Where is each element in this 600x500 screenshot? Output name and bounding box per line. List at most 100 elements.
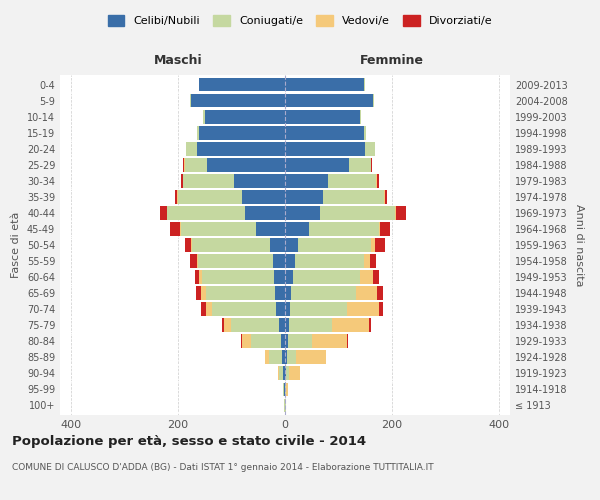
Bar (223, 318, 224, 332)
Bar (290, 302, 347, 316)
Bar (285, 318, 289, 332)
Bar (285, 190, 323, 203)
Bar (385, 190, 388, 203)
Bar (285, 174, 328, 188)
Bar (285, 222, 309, 236)
Bar (377, 286, 383, 300)
Bar (199, 270, 202, 284)
Bar (349, 158, 371, 172)
Bar (196, 286, 202, 300)
Bar (190, 254, 197, 268)
Bar (203, 110, 205, 124)
Bar (347, 302, 379, 316)
Bar (275, 286, 285, 300)
Bar (281, 334, 285, 348)
Bar (285, 78, 364, 92)
Bar (395, 206, 396, 220)
Bar (365, 142, 375, 156)
Bar (379, 222, 380, 236)
Bar (287, 350, 296, 364)
Bar (278, 318, 285, 332)
Bar (232, 318, 278, 332)
Bar (170, 222, 180, 236)
Bar (181, 222, 256, 236)
Bar (205, 110, 285, 124)
Bar (197, 126, 199, 140)
Bar (285, 382, 286, 396)
Bar (285, 206, 320, 220)
Bar (256, 222, 285, 236)
Bar (198, 254, 273, 268)
Bar (183, 174, 234, 188)
Bar (371, 238, 375, 252)
Bar (242, 334, 251, 348)
Bar (364, 254, 370, 268)
Bar (295, 254, 364, 268)
Bar (293, 270, 360, 284)
Bar (212, 302, 277, 316)
Bar (289, 318, 332, 332)
Bar (251, 334, 281, 348)
Bar (183, 158, 184, 172)
Bar (199, 126, 285, 140)
Bar (332, 318, 368, 332)
Bar (312, 334, 347, 348)
Bar (360, 110, 361, 124)
Bar (241, 334, 242, 348)
Bar (202, 270, 274, 284)
Bar (224, 318, 232, 332)
Bar (265, 350, 269, 364)
Text: Maschi: Maschi (154, 54, 202, 67)
Legend: Celibi/Nubili, Coniugati/e, Vedovi/e, Divorziati/e: Celibi/Nubili, Coniugati/e, Vedovi/e, Di… (103, 10, 497, 31)
Bar (269, 350, 283, 364)
Bar (283, 366, 285, 380)
Bar (285, 350, 287, 364)
Bar (190, 94, 191, 108)
Bar (283, 350, 285, 364)
Bar (234, 174, 285, 188)
Bar (323, 190, 384, 203)
Bar (285, 126, 364, 140)
Bar (296, 350, 326, 364)
Bar (245, 206, 285, 220)
Bar (181, 174, 182, 188)
Bar (283, 382, 284, 396)
Bar (380, 222, 390, 236)
Bar (298, 238, 371, 252)
Bar (178, 190, 242, 203)
Text: Femmine: Femmine (360, 54, 424, 67)
Bar (167, 206, 245, 220)
Bar (285, 286, 292, 300)
Bar (368, 318, 371, 332)
Text: COMUNE DI CALUSCO D'ADDA (BG) - Dati ISTAT 1° gennaio 2014 - Elaborazione TUTTIT: COMUNE DI CALUSCO D'ADDA (BG) - Dati IST… (12, 463, 434, 472)
Bar (191, 238, 193, 252)
Bar (191, 94, 285, 108)
Bar (360, 270, 373, 284)
Bar (286, 382, 287, 396)
Bar (285, 94, 373, 108)
Bar (364, 126, 367, 140)
Bar (195, 270, 199, 284)
Bar (377, 174, 379, 188)
Bar (285, 302, 290, 316)
Bar (273, 254, 285, 268)
Bar (285, 158, 349, 172)
Bar (279, 366, 283, 380)
Bar (274, 270, 285, 284)
Bar (292, 286, 356, 300)
Y-axis label: Anni di nascita: Anni di nascita (574, 204, 584, 286)
Bar (197, 142, 285, 156)
Bar (320, 206, 395, 220)
Bar (286, 366, 289, 380)
Bar (328, 174, 376, 188)
Bar (285, 334, 287, 348)
Bar (160, 206, 167, 220)
Y-axis label: Fasce di età: Fasce di età (11, 212, 21, 278)
Bar (208, 158, 285, 172)
Bar (186, 142, 197, 156)
Bar (278, 366, 279, 380)
Bar (375, 238, 385, 252)
Bar (287, 334, 312, 348)
Bar (347, 334, 348, 348)
Bar (309, 222, 379, 236)
